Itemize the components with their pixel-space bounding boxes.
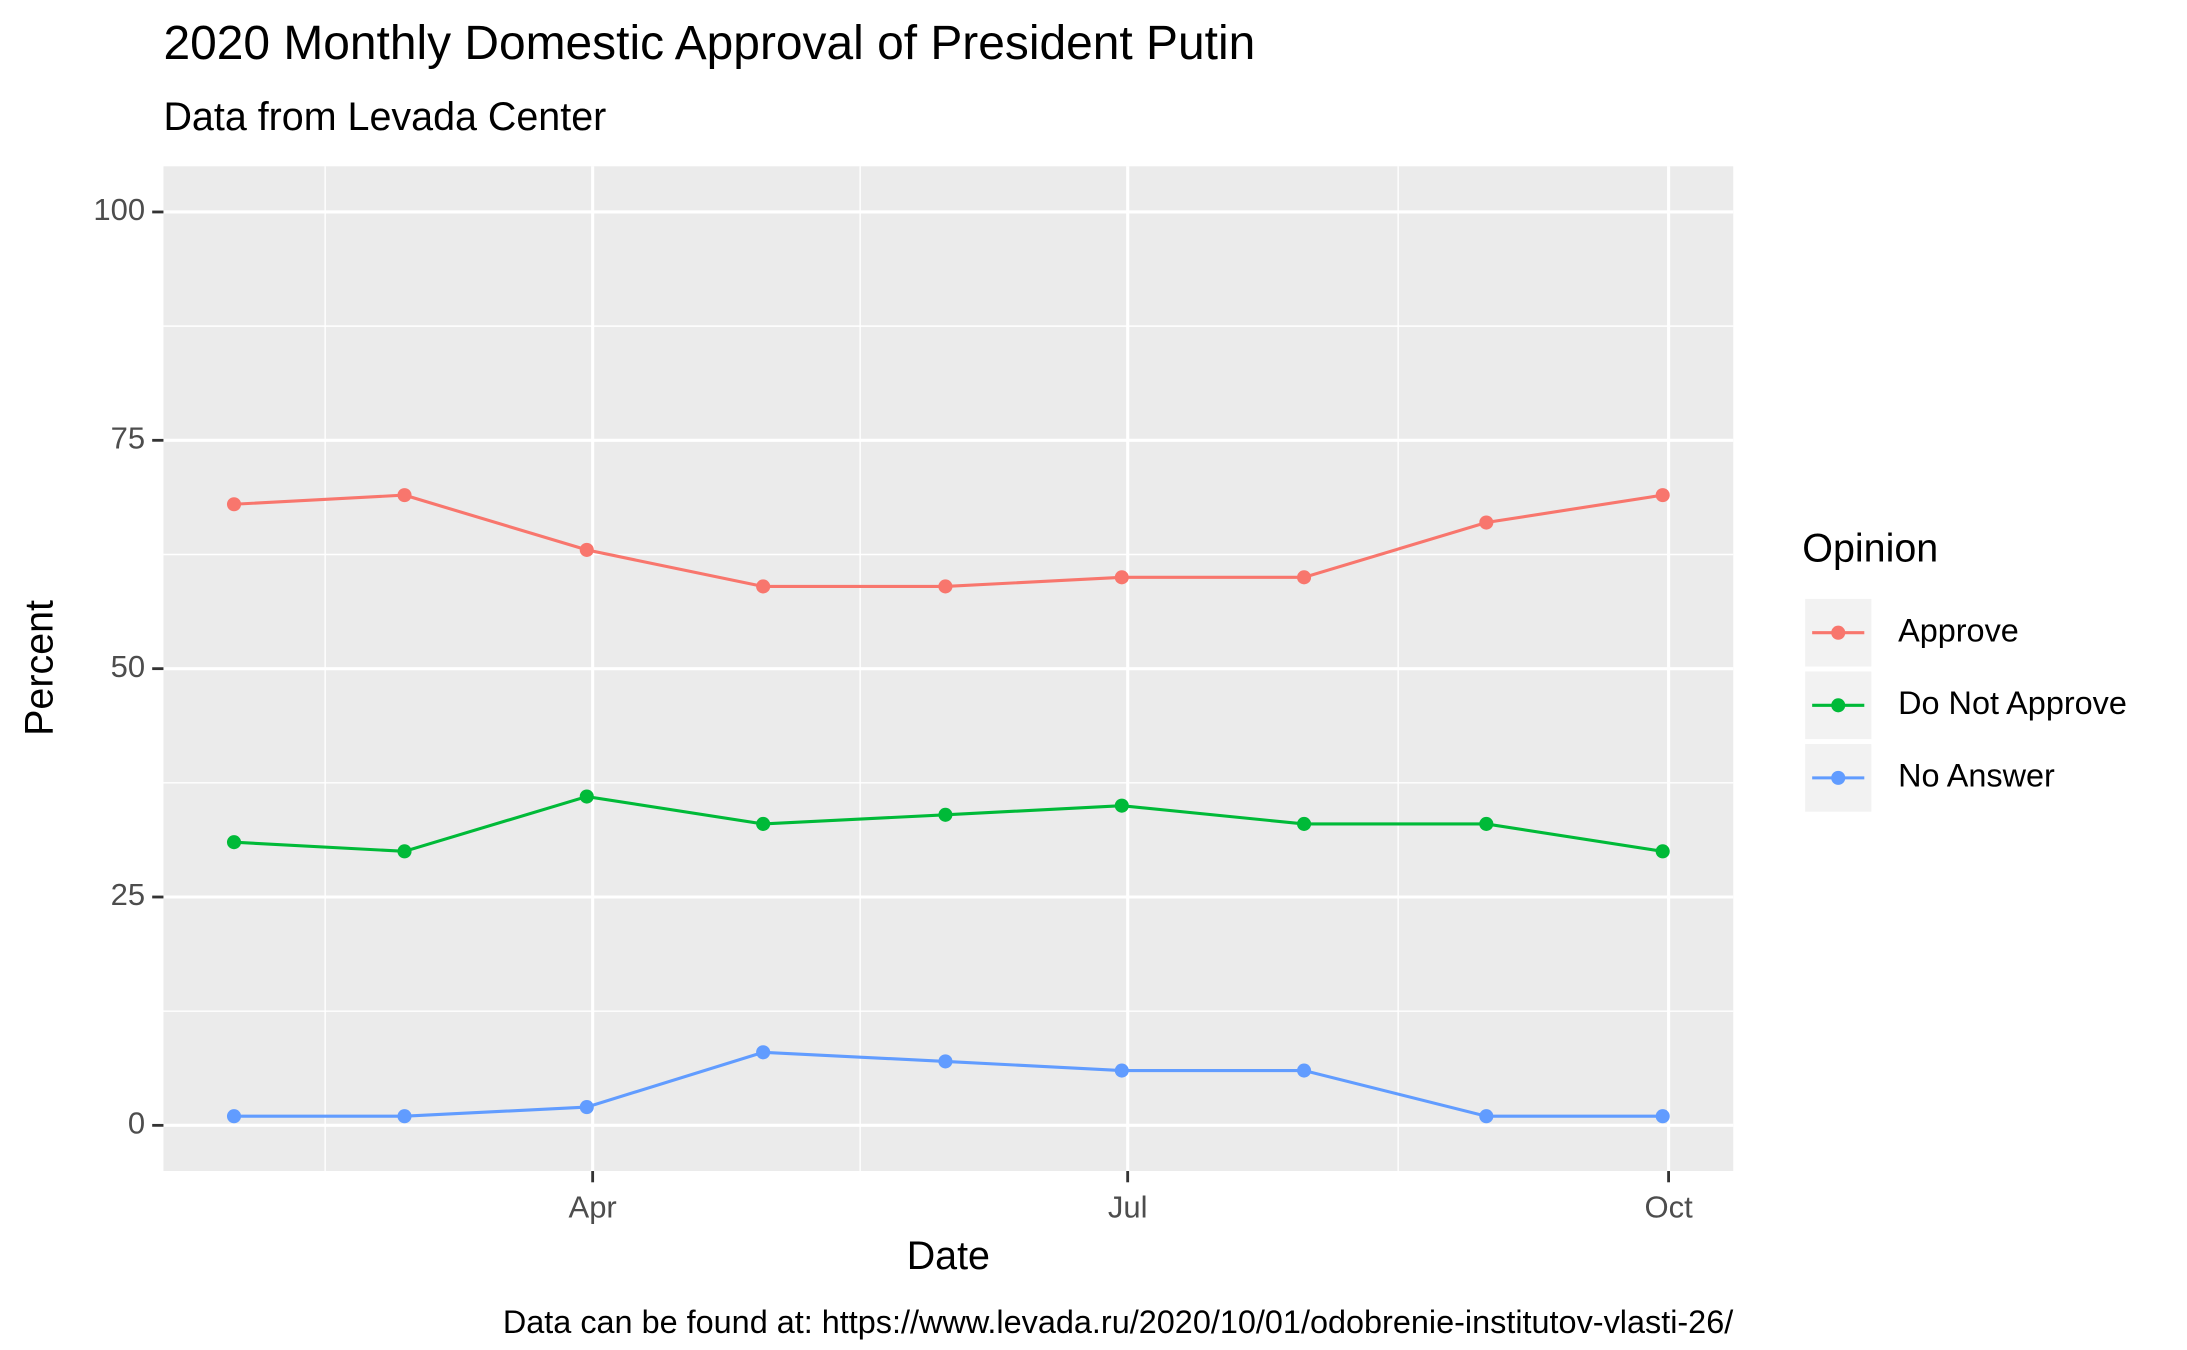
legend-key-point (1831, 625, 1846, 640)
x-tick-label: Apr (569, 1189, 617, 1224)
x-tick-label: Oct (1644, 1189, 1693, 1224)
data-point (226, 497, 242, 512)
caption: Data can be found at: https://www.levada… (503, 1304, 1733, 1340)
data-point (938, 1054, 953, 1069)
x-tick-label: Jul (1108, 1189, 1148, 1224)
data-point (579, 1100, 594, 1115)
data-point (579, 542, 594, 557)
data-point (938, 807, 953, 822)
data-point (1479, 1109, 1494, 1124)
data-point (397, 1109, 412, 1124)
data-point (226, 835, 242, 850)
data-point (1297, 816, 1312, 831)
y-axis-label: Percent (18, 600, 62, 736)
data-point (1297, 570, 1312, 585)
data-point (756, 1045, 771, 1060)
legend-label: Do Not Approve (1898, 685, 2127, 721)
data-point (579, 789, 594, 804)
data-point (226, 1109, 242, 1124)
data-point (756, 816, 771, 831)
x-axis-label: Date (907, 1234, 990, 1278)
data-point (1114, 570, 1129, 585)
y-tick-label: 25 (111, 877, 145, 912)
legend-label: No Answer (1898, 757, 2055, 793)
y-tick-label: 100 (93, 192, 145, 227)
data-point (1479, 816, 1494, 831)
data-point (1114, 798, 1129, 813)
data-point (756, 579, 771, 594)
data-point (397, 844, 412, 859)
grid (163, 166, 1734, 1172)
data-point (1655, 844, 1670, 859)
marks (226, 488, 1670, 1124)
y-tick-label: 50 (111, 649, 145, 684)
data-point (397, 488, 412, 503)
y-tick-label: 0 (128, 1106, 145, 1141)
legend-key-point (1831, 770, 1846, 785)
legend: Approve Do Not Approve No Answer (1805, 598, 2127, 812)
legend-title: Opinion (1802, 526, 1938, 570)
data-point (1655, 1109, 1670, 1124)
chart-title: 2020 Monthly Domestic Approval of Presid… (163, 17, 1255, 70)
data-point (1114, 1063, 1129, 1078)
data-point (1297, 1063, 1312, 1078)
y-tick-label: 75 (111, 421, 145, 456)
legend-key-point (1831, 698, 1846, 713)
data-point (1479, 515, 1494, 530)
chart-subtitle: Data from Levada Center (163, 95, 606, 139)
data-point (938, 579, 953, 594)
data-point (1655, 488, 1670, 503)
legend-label: Approve (1898, 612, 2019, 648)
